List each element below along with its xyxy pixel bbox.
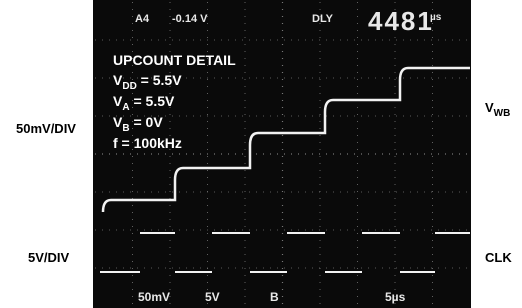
figure: A4 -0.14 V DLY 4481 µs UPCOUNT DETAIL VD…: [0, 0, 522, 308]
right-label: CLK: [485, 250, 512, 265]
delay: 4481: [368, 6, 434, 36]
footer-label: 50mV: [138, 290, 170, 304]
left-label: 5V/DIV: [28, 250, 70, 265]
footer-label: B: [270, 290, 279, 304]
right-label: VWB: [485, 100, 510, 119]
footer-label: 5µs: [385, 290, 406, 304]
mode: DLY: [312, 13, 334, 25]
scope-figure: A4 -0.14 V DLY 4481 µs UPCOUNT DETAIL VD…: [0, 0, 522, 308]
caption-line: f = 100kHz: [113, 135, 182, 151]
caption-title: UPCOUNT DETAIL: [113, 52, 236, 68]
left-label: 50mV/DIV: [16, 121, 76, 136]
channel: A4: [135, 13, 150, 25]
delay-unit: µs: [430, 12, 442, 23]
offset: -0.14 V: [172, 13, 208, 25]
footer-label: 5V: [205, 290, 220, 304]
